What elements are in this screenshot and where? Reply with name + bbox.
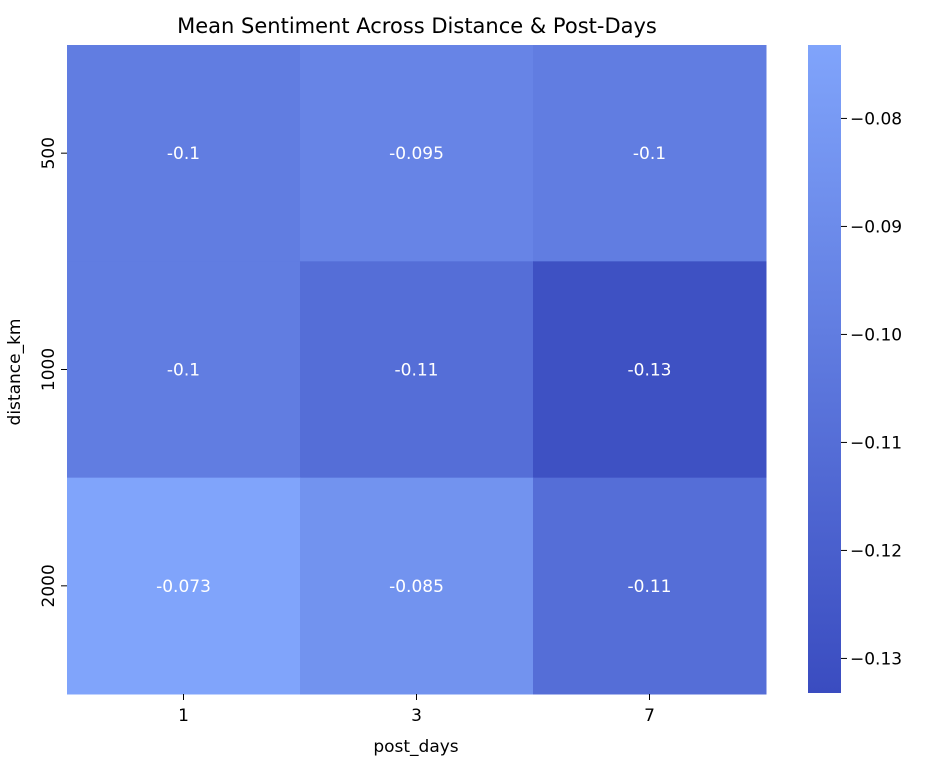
colorbar-tick-label: −0.09: [850, 217, 902, 237]
colorbar-tick-label: −0.10: [850, 325, 902, 345]
x-tick-label: 7: [644, 706, 655, 726]
x-tick-label: 1: [178, 706, 189, 726]
heatmap-cell: [533, 261, 767, 479]
x-axis-ticks: 1 3 7: [178, 694, 655, 726]
colorbar-tick-label: −0.12: [850, 541, 902, 561]
heatmap-cell: [67, 477, 301, 695]
heatmap-cell: [67, 261, 301, 479]
cell-annotation: -0.13: [628, 361, 672, 381]
cell-annotation: -0.1: [633, 144, 666, 164]
cell-annotation: -0.085: [389, 577, 444, 597]
y-axis-label: distance_km: [5, 319, 25, 426]
colorbar-ticks: −0.08 −0.09 −0.10 −0.11 −0.12 −0.13: [841, 109, 902, 669]
y-tick-label: 2000: [39, 564, 59, 607]
x-tick-label: 3: [411, 706, 422, 726]
chart-title: Mean Sentiment Across Distance & Post-Da…: [177, 14, 657, 38]
cell-annotation: -0.073: [156, 577, 211, 597]
heatmap-cell: [300, 477, 534, 695]
y-axis-ticks: 500 1000 2000: [39, 137, 67, 607]
cell-annotation: -0.1: [167, 361, 200, 381]
y-tick-label: 1000: [39, 348, 59, 391]
y-tick-label: 500: [39, 137, 59, 169]
colorbar-tick-label: −0.13: [850, 649, 902, 669]
colorbar-tick-label: −0.11: [850, 433, 902, 453]
x-axis-label: post_days: [373, 737, 458, 757]
colorbar-tick-label: −0.08: [850, 109, 902, 129]
heatmap-cell: [533, 45, 767, 262]
cell-annotation: -0.11: [395, 361, 439, 381]
heatmap-cell: [67, 45, 301, 262]
heatmap-cell: [533, 477, 767, 695]
cell-annotation: -0.1: [167, 144, 200, 164]
heatmap-cells: -0.1 -0.095 -0.1 -0.1 -0.11 -0.13 -0.073 -0.085…: [67, 45, 767, 695]
cell-annotation: -0.11: [628, 577, 672, 597]
cell-annotation: -0.095: [389, 144, 444, 164]
heatmap-cell: [300, 261, 534, 479]
colorbar: [808, 45, 841, 693]
heatmap-cell: [300, 45, 534, 262]
